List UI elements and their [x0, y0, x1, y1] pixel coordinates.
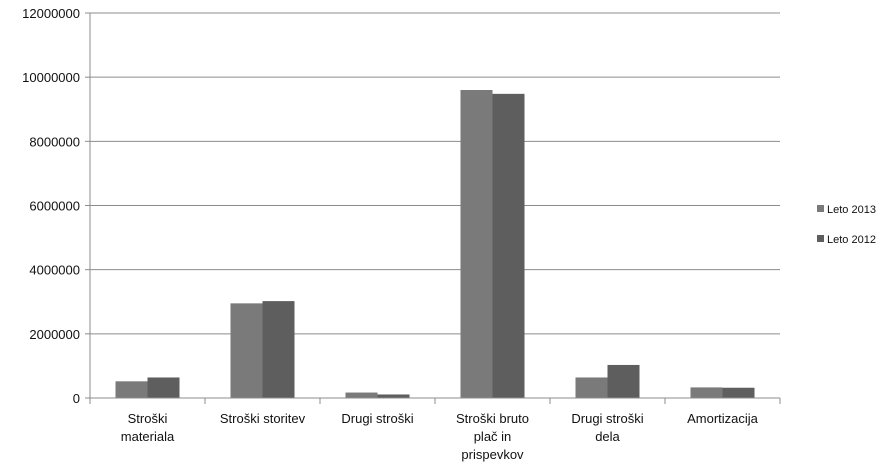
- x-category-line: dela: [595, 429, 620, 444]
- y-tick-label: 2000000: [29, 327, 80, 342]
- bar-2013: [460, 90, 493, 398]
- x-category-line: materiala: [121, 429, 175, 444]
- y-tick-label: 4000000: [29, 263, 80, 278]
- x-category-line: Drugi stroški: [571, 411, 643, 426]
- y-axis-ticks: 0 2000000 4000000 6000000 8000000 10000000 120…: [22, 6, 90, 406]
- x-category-line: Stroški bruto: [456, 411, 529, 426]
- x-category-label: Stroški materiala: [121, 411, 175, 444]
- x-category-line: plač in: [474, 429, 512, 444]
- y-tick-label: 12000000: [22, 6, 80, 21]
- bar-2013: [575, 377, 608, 398]
- bar-2012: [607, 364, 640, 398]
- bar-2012: [147, 377, 180, 398]
- y-tick-label: 0: [73, 391, 80, 406]
- bar-2013: [690, 387, 723, 398]
- bar-2012: [377, 394, 410, 398]
- x-category-label: Stroški storitev: [220, 411, 306, 426]
- x-category-line: Stroški: [128, 411, 168, 426]
- bars: [115, 90, 755, 398]
- x-category-label: Drugi stroški dela: [571, 411, 643, 444]
- x-axis-labels: Stroški materiala Stroški storitev Drugi st…: [121, 411, 759, 462]
- x-category-label: Stroški bruto plač in prispevkov: [456, 411, 529, 462]
- x-category-label: Drugi stroški: [341, 411, 413, 426]
- legend: Leto 2013 Leto 2012: [817, 204, 876, 246]
- bar-2012: [492, 93, 525, 398]
- axes: [89, 13, 781, 404]
- bar-2012: [722, 387, 755, 398]
- bar-2013: [345, 392, 378, 398]
- y-tick-label: 8000000: [29, 134, 80, 149]
- y-tick-label: 6000000: [29, 199, 80, 214]
- legend-label: Leto 2013: [827, 204, 876, 216]
- x-category-line: Drugi stroški: [341, 411, 413, 426]
- gridlines: [90, 12, 780, 335]
- legend-swatch: [817, 235, 824, 242]
- legend-swatch: [817, 205, 824, 212]
- bar-2012: [262, 301, 295, 398]
- x-category-line: prispevkov: [461, 447, 524, 462]
- bar-2013: [230, 303, 263, 398]
- y-tick-label: 10000000: [22, 70, 80, 85]
- x-category-line: Stroški storitev: [220, 411, 306, 426]
- bar-2013: [115, 381, 148, 398]
- x-category-label: Amortizacija: [687, 411, 759, 426]
- x-category-line: Amortizacija: [687, 411, 759, 426]
- legend-label: Leto 2012: [827, 234, 876, 246]
